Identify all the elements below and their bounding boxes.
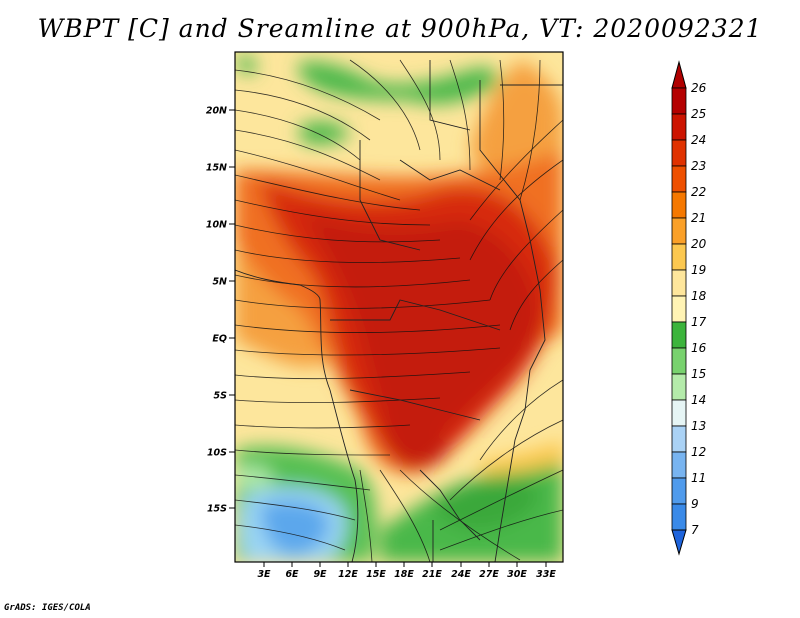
lon-label: 33E [536, 569, 556, 580]
colorbar-segment [671, 243, 687, 271]
colorbar-label: 7 [691, 523, 699, 537]
coastlines [235, 60, 563, 562]
lat-label: 20N [206, 106, 227, 117]
streamlines [235, 59, 563, 562]
colorbar-bottom-arrow [671, 529, 687, 556]
colorbar-label: 19 [691, 263, 706, 277]
latitude-axis: 20N 15N 10N 5N EQ 5S 10S 15S [206, 106, 235, 515]
colorbar-segment [671, 321, 687, 349]
lat-label: 5S [214, 391, 228, 402]
colorbar-label: 13 [691, 419, 706, 433]
colorbar-label: 21 [691, 211, 706, 225]
lon-label: 9E [313, 569, 327, 580]
lon-label: 6E [285, 569, 299, 580]
map-frame [234, 51, 564, 563]
colorbar-segment [671, 269, 687, 297]
colorbar-label: 25 [691, 107, 706, 121]
lat-label: 15N [206, 163, 227, 174]
lat-label: 5N [212, 277, 227, 288]
colorbar-label: 17 [691, 315, 707, 329]
colorbar-segment [671, 113, 687, 141]
colorbar-segment [671, 165, 687, 193]
colorbar-label: 24 [691, 133, 706, 147]
lon-label: 18E [394, 569, 414, 580]
lon-label: 21E [422, 569, 442, 580]
lon-label: 30E [507, 569, 527, 580]
colorbar-label: 23 [691, 159, 706, 173]
colorbar-label: 12 [691, 445, 706, 459]
colorbar-label: 11 [691, 471, 706, 485]
wbpt-field [235, 52, 563, 562]
colorbar-label: 16 [691, 341, 707, 355]
lat-label: 10N [206, 220, 227, 231]
colorbar-label: 22 [691, 185, 706, 199]
colorbar-segment [671, 139, 687, 167]
colorbar: 26 25 24 23 22 21 20 19 18 17 16 15 14 13 12 11 9 7 [671, 60, 707, 556]
longitude-axis: 3E 6E 9E 12E 15E 18E 21E 24E 27E 30E 33E [257, 562, 556, 580]
colorbar-label: 15 [691, 367, 706, 381]
colorbar-segment [671, 217, 687, 245]
colorbar-label: 18 [691, 289, 707, 303]
colorbar-segment [671, 191, 687, 219]
lon-label: 27E [479, 569, 499, 580]
lon-label: 3E [257, 569, 271, 580]
lat-label: 15S [207, 504, 227, 515]
lat-label: EQ [212, 334, 227, 345]
colorbar-segment [671, 87, 687, 115]
colorbar-segment [671, 477, 687, 505]
colorbar-segment [671, 503, 687, 531]
colorbar-segment [671, 425, 687, 453]
map-title: WBPT [C] and Sreamline at 900hPa, VT: 20… [37, 14, 763, 43]
grads-credit: GrADS: IGES/COLA [4, 603, 91, 613]
colorbar-label: 9 [691, 497, 699, 511]
colorbar-label: 14 [691, 393, 706, 407]
lon-label: 15E [366, 569, 386, 580]
colorbar-segment [671, 451, 687, 479]
lon-label: 24E [451, 569, 471, 580]
lat-label: 10S [207, 448, 227, 459]
colorbar-label: 26 [691, 81, 707, 95]
colorbar-top-arrow [671, 60, 687, 89]
colorbar-label: 20 [691, 237, 707, 251]
colorbar-segment [671, 295, 687, 323]
colorbar-segment [671, 347, 687, 375]
lon-label: 12E [338, 569, 358, 580]
colorbar-segment [671, 399, 687, 427]
colorbar-segment [671, 373, 687, 401]
